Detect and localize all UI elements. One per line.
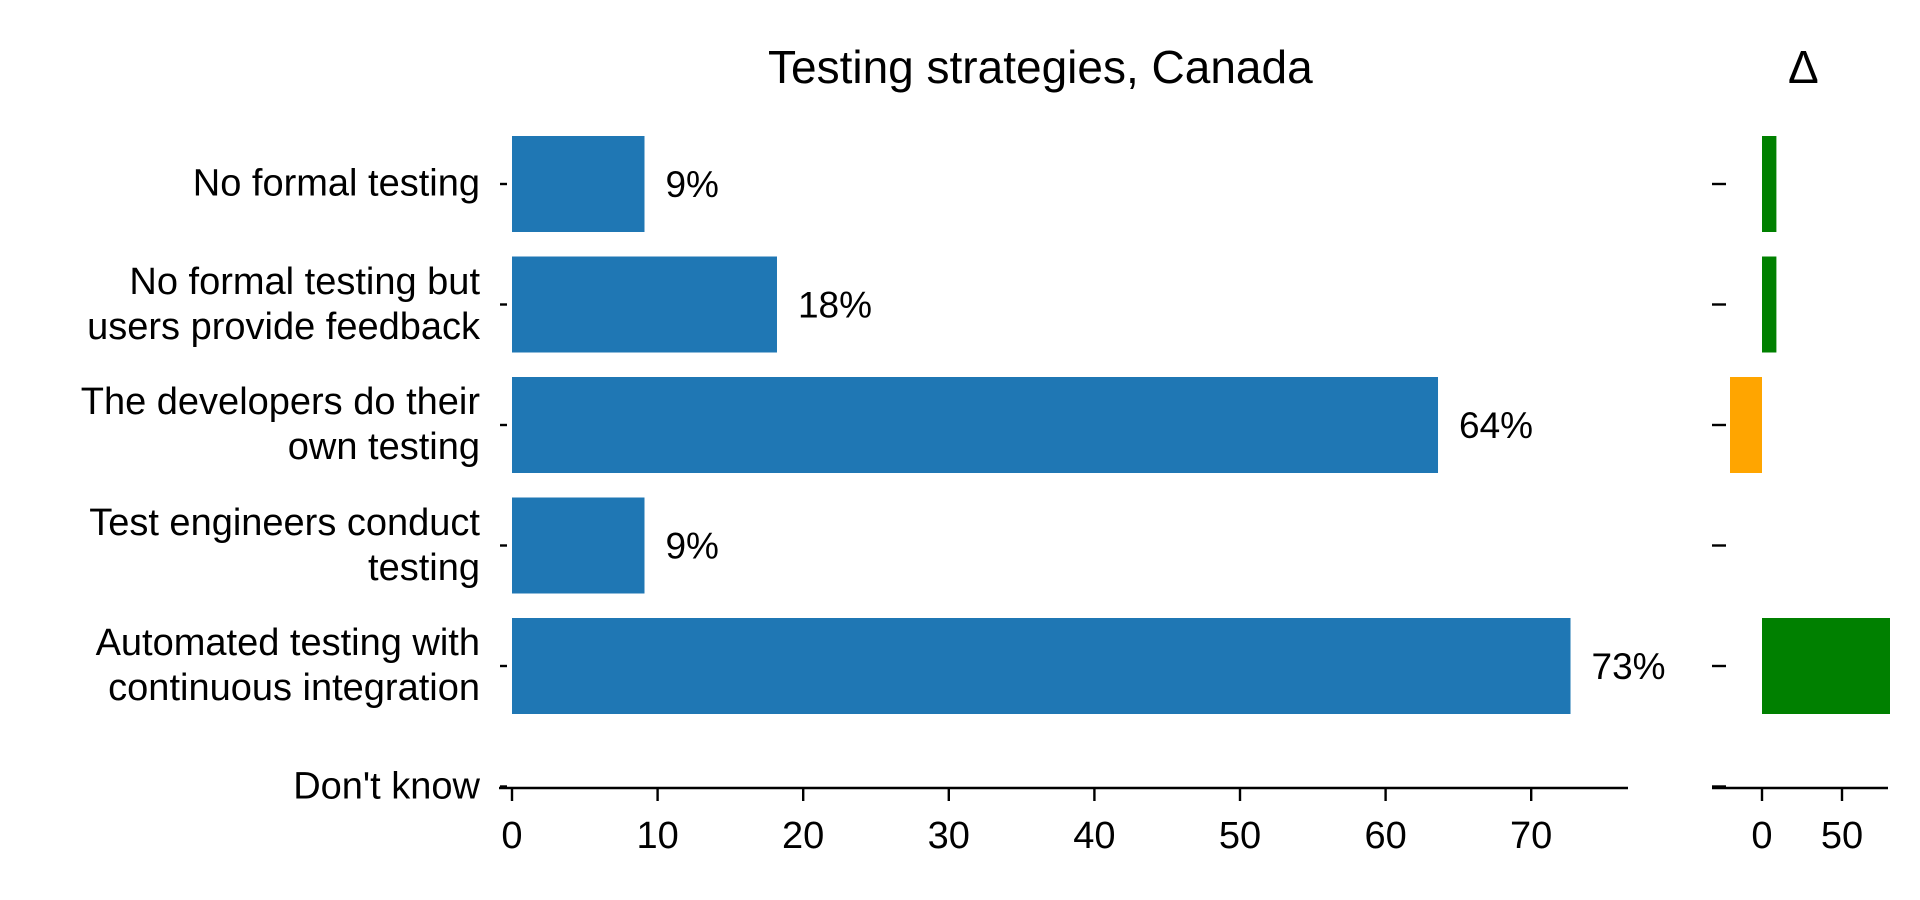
bar-value-label: 9% <box>665 164 718 205</box>
delta-panel-title: Δ <box>1788 41 1819 93</box>
delta-x-tick-label: 50 <box>1821 815 1863 857</box>
category-label: The developers do their own testing <box>80 381 480 468</box>
category-label: Test engineers conduct testing <box>89 501 480 589</box>
x-tick-label: 0 <box>501 815 522 857</box>
x-tick-label: 30 <box>928 815 970 857</box>
delta-x-tick-label: 0 <box>1751 815 1772 857</box>
x-tick-label: 20 <box>782 815 824 857</box>
bar <box>512 497 645 594</box>
bar <box>512 377 1439 473</box>
category-label: No formal testing <box>192 162 480 205</box>
x-tick-label: 40 <box>1073 815 1115 857</box>
x-tick-label: 50 <box>1219 815 1261 857</box>
bar-value-label: 9% <box>665 526 718 567</box>
bar <box>512 256 777 353</box>
delta-bar <box>1730 377 1762 473</box>
x-tick-label: 70 <box>1510 815 1552 857</box>
delta-bar <box>1762 618 1890 714</box>
bar <box>512 136 645 232</box>
category-label: No formal testing but users provide feed… <box>87 260 480 348</box>
delta-bar <box>1762 256 1777 353</box>
category-label: Don't know <box>293 765 480 807</box>
delta-bar <box>1762 136 1777 232</box>
category-label: Automated testing with continuous integr… <box>95 622 480 709</box>
chart-title: Testing strategies, Canada <box>768 41 1313 93</box>
bar <box>512 618 1571 714</box>
x-tick-label: 10 <box>636 815 678 857</box>
bar-value-label: 64% <box>1459 405 1533 446</box>
bar-value-label: 73% <box>1592 646 1666 687</box>
x-tick-label: 60 <box>1364 815 1406 857</box>
bar-value-label: 18% <box>798 285 872 326</box>
